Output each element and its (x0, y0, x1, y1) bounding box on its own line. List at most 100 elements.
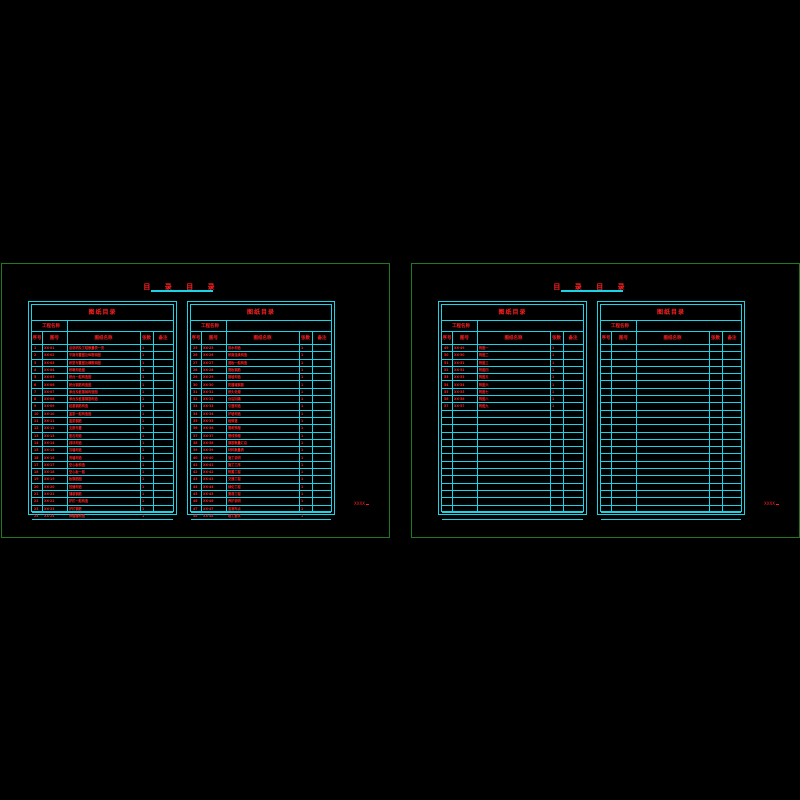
drawing-name: 护栏一般构造 (69, 499, 89, 504)
sheet-count: 1 (142, 375, 145, 380)
drawing-number: XX-35 (203, 419, 214, 423)
table-row (442, 433, 583, 440)
table-row (442, 425, 583, 433)
row-number: 25 (193, 346, 198, 350)
table-row (601, 491, 741, 499)
drawing-name: 材料数量表 (228, 448, 244, 453)
table-row: 15 XX-15 耳墙构造 1 (32, 447, 173, 455)
table-row: 9 XX-09 桩基钢筋构造 1 (32, 403, 173, 411)
drawing-number: XX-29 (203, 375, 214, 380)
column-divider (299, 332, 300, 511)
row-number: 20 (34, 484, 39, 489)
table-body: 25 XX-25 排水构造 1 26 XX-26 桥面连续构造 1 27 XX-27 搭板一般构造 1… (191, 345, 331, 521)
drawing-number: XX-48 (203, 513, 214, 518)
table-row (442, 418, 583, 426)
sheet-count: 1 (142, 411, 145, 416)
row-number: 6 (34, 382, 37, 387)
drawing-name: 锥坡构造 (228, 375, 241, 380)
drawing-name: 附图九 (479, 404, 489, 409)
table-row: 40 XX-40 施工说明 1 (191, 455, 331, 462)
sheet-count: 1 (142, 499, 145, 504)
column-divider (452, 332, 453, 511)
drawing-name: 排水构造 (228, 346, 241, 350)
drawing-number: XX-53 (454, 375, 465, 380)
table-row: 56 XX-56 附图八 1 (442, 396, 583, 404)
row-number: 4 (34, 367, 37, 372)
sheet-count: 1 (301, 360, 304, 365)
drawing-name: 交通工程 (228, 477, 241, 482)
drawing-name: 护坡构造 (228, 411, 241, 416)
drawing-sheet-1: 目 录 目 录 图纸目录 工程名称 序号 图号 图纸名称 张数 备注 1 XX-01 总说明及工程… (1, 263, 390, 538)
column-divider (611, 332, 612, 511)
row-number: 21 (34, 492, 39, 496)
row-number: 35 (193, 419, 198, 423)
drawing-name: 桩基钢筋构造 (69, 404, 89, 409)
row-number: 50 (444, 353, 449, 358)
table-row: 16 XX-16 背墙构造 1 (32, 455, 173, 462)
drawing-name: 绿化工程 (228, 484, 241, 489)
table-row: 4 XX-04 桥墩构造图 1 (32, 367, 173, 375)
drawing-number: XX-47 (203, 506, 214, 511)
drawing-number: XX-38 (203, 440, 214, 445)
drawing-number: XX-22 (44, 499, 55, 504)
table-row: 49 XX-49 附图一 1 (442, 345, 583, 353)
column-divider (67, 332, 68, 511)
drawing-index-table-3: 图纸目录 工程名称 序号 图号 图纸名称 张数 备注 49 XX-49 附图一 1 50 XX-50 附图… (438, 301, 587, 521)
drawing-name: 板钢筋图 (69, 477, 82, 482)
row-number: 36 (193, 426, 198, 431)
column-header: 序号 (191, 336, 201, 341)
sheet-count: 1 (301, 426, 304, 431)
table-title: 图纸目录 (32, 305, 173, 321)
row-number: 17 (34, 462, 39, 467)
column-divider (722, 332, 723, 511)
table-row (442, 447, 583, 455)
drawing-number: XX-25 (203, 346, 214, 350)
row-number: 12 (34, 426, 39, 431)
divider (67, 321, 68, 331)
row-number: 2 (34, 353, 37, 358)
drawing-name: 铺装钢筋 (69, 492, 82, 496)
column-header: 图号 (619, 336, 628, 341)
drawing-name: 搭板钢筋 (228, 367, 241, 372)
sheet-count: 1 (301, 477, 304, 482)
column-header: 序号 (601, 336, 611, 341)
table-row: 19 XX-19 板钢筋图 1 (32, 476, 173, 484)
drawing-name: 附图八 (479, 397, 489, 402)
drawing-number: XX-05 (44, 375, 55, 380)
sheet-count: 1 (301, 375, 304, 380)
column-header: 备注 (568, 336, 578, 341)
drawing-name: 伸缩缝构造 (69, 513, 85, 518)
drawing-number: XX-11 (44, 419, 55, 423)
table-row: 26 XX-26 桥面连续构造 1 (191, 352, 331, 360)
drawing-name: 照明预埋 (228, 426, 241, 431)
drawing-index-table-2: 图纸目录 工程名称 序号 图号 图纸名称 张数 备注 25 XX-25 排水构造 1 26 XX-26 桥… (187, 301, 335, 521)
drawing-name: 景观工程 (228, 492, 241, 496)
row-number: 49 (444, 346, 449, 350)
table-row: 2 XX-02 平面布置图及纵断面图 1 (32, 352, 173, 360)
sheet-count: 1 (301, 367, 304, 372)
drawing-name: 背墙构造 (69, 455, 82, 460)
table-row: 30 XX-30 防撞墙钢筋 1 (191, 382, 331, 389)
project-row: 工程名称 (32, 321, 173, 332)
column-header: 备注 (727, 336, 737, 341)
drawing-index-table-4: 图纸目录 工程名称 序号 图号 图纸名称 张数 备注 (597, 301, 745, 521)
row-number: 41 (193, 462, 198, 467)
table-row: 10 XX-10 盖梁一般构造图 1 (32, 411, 173, 418)
column-header: 序号 (32, 336, 42, 341)
table-title: 图纸目录 (442, 305, 583, 321)
table-row (601, 403, 741, 411)
row-number: 56 (444, 397, 449, 402)
table-row: 28 XX-28 搭板钢筋 1 (191, 367, 331, 375)
table-row: 24 XX-24 伸缩缝构造 1 (32, 513, 173, 521)
sheet-count: 1 (142, 492, 145, 496)
table-row: 25 XX-25 排水构造 1 (191, 345, 331, 353)
table-row: 23 XX-23 护栏钢筋 1 (32, 506, 173, 513)
drawing-number: XX-23 (44, 506, 55, 511)
drawing-number: XX-14 (44, 440, 55, 445)
row-number: 55 (444, 389, 449, 394)
drawing-number: XX-36 (203, 426, 214, 431)
table-body: 49 XX-49 附图一 1 50 XX-50 附图二 1 51 XX-51 附图三 1 52 XX-52… (442, 345, 583, 521)
drawing-number: XX-46 (203, 499, 214, 504)
drawing-name: 空心板构造 (69, 462, 85, 467)
table-row (601, 469, 741, 477)
